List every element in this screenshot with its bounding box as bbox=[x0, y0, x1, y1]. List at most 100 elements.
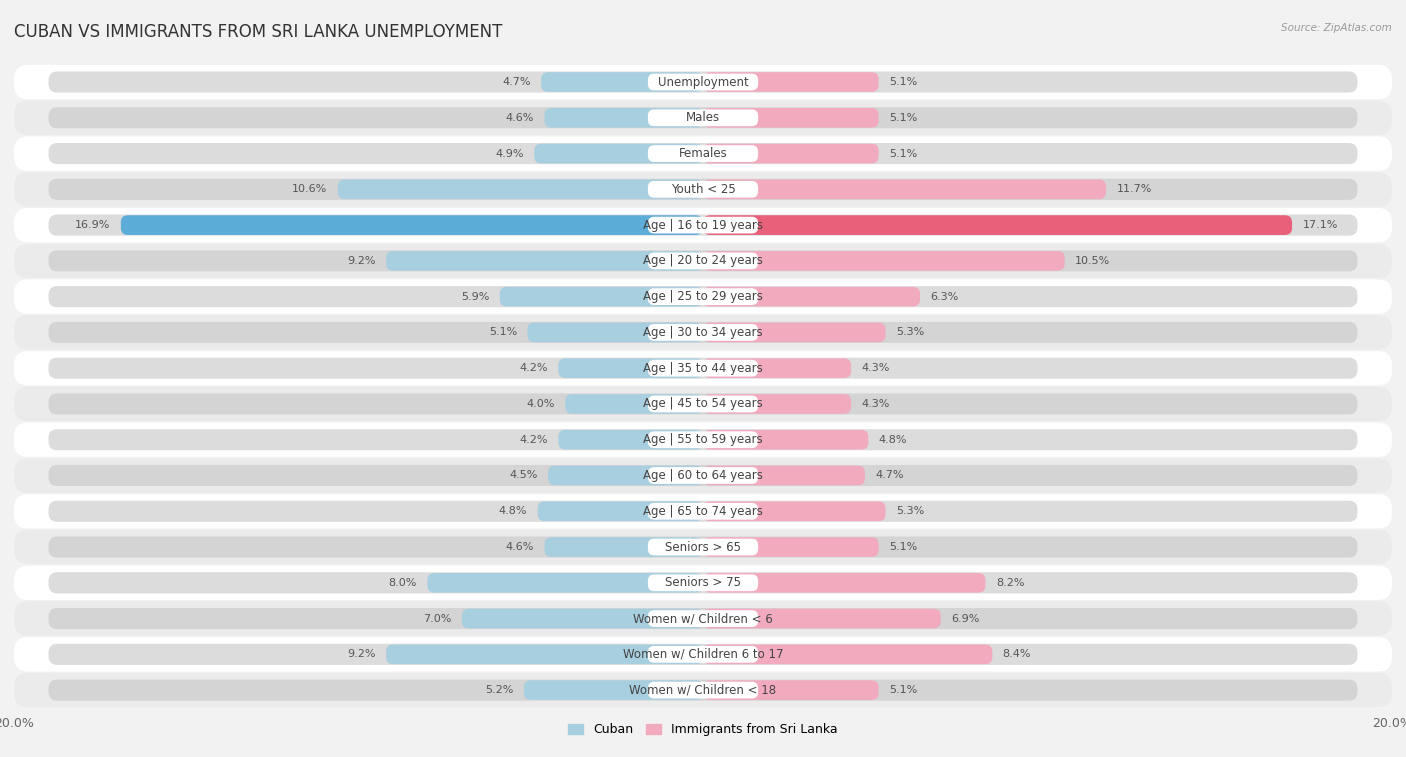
FancyBboxPatch shape bbox=[558, 358, 703, 378]
Text: 17.1%: 17.1% bbox=[1302, 220, 1337, 230]
FancyBboxPatch shape bbox=[387, 644, 703, 664]
FancyBboxPatch shape bbox=[565, 394, 703, 414]
Text: 6.3%: 6.3% bbox=[931, 291, 959, 301]
FancyBboxPatch shape bbox=[544, 537, 703, 557]
FancyBboxPatch shape bbox=[648, 575, 758, 591]
Text: 4.7%: 4.7% bbox=[875, 471, 904, 481]
Text: 9.2%: 9.2% bbox=[347, 256, 375, 266]
Text: Women w/ Children 6 to 17: Women w/ Children 6 to 17 bbox=[623, 648, 783, 661]
Text: 4.8%: 4.8% bbox=[499, 506, 527, 516]
FancyBboxPatch shape bbox=[648, 110, 758, 126]
FancyBboxPatch shape bbox=[648, 431, 758, 448]
FancyBboxPatch shape bbox=[14, 315, 1392, 350]
FancyBboxPatch shape bbox=[14, 65, 1392, 99]
FancyBboxPatch shape bbox=[499, 287, 703, 307]
FancyBboxPatch shape bbox=[648, 610, 758, 627]
FancyBboxPatch shape bbox=[48, 214, 1358, 235]
FancyBboxPatch shape bbox=[541, 72, 703, 92]
Text: 11.7%: 11.7% bbox=[1116, 185, 1152, 195]
FancyBboxPatch shape bbox=[48, 179, 1358, 200]
FancyBboxPatch shape bbox=[48, 357, 1358, 378]
Text: 16.9%: 16.9% bbox=[75, 220, 111, 230]
FancyBboxPatch shape bbox=[648, 324, 758, 341]
FancyBboxPatch shape bbox=[427, 573, 703, 593]
FancyBboxPatch shape bbox=[14, 673, 1392, 707]
FancyBboxPatch shape bbox=[48, 643, 1358, 665]
FancyBboxPatch shape bbox=[48, 608, 1358, 629]
Text: 4.0%: 4.0% bbox=[526, 399, 555, 409]
Text: Women w/ Children < 18: Women w/ Children < 18 bbox=[630, 684, 776, 696]
FancyBboxPatch shape bbox=[703, 466, 865, 485]
FancyBboxPatch shape bbox=[548, 466, 703, 485]
FancyBboxPatch shape bbox=[48, 429, 1358, 450]
Text: 4.8%: 4.8% bbox=[879, 435, 907, 444]
Legend: Cuban, Immigrants from Sri Lanka: Cuban, Immigrants from Sri Lanka bbox=[564, 718, 842, 741]
FancyBboxPatch shape bbox=[14, 637, 1392, 671]
Text: 5.1%: 5.1% bbox=[489, 328, 517, 338]
FancyBboxPatch shape bbox=[527, 322, 703, 342]
FancyBboxPatch shape bbox=[703, 537, 879, 557]
FancyBboxPatch shape bbox=[703, 72, 879, 92]
Text: 4.9%: 4.9% bbox=[495, 148, 524, 158]
FancyBboxPatch shape bbox=[648, 396, 758, 413]
Text: 8.4%: 8.4% bbox=[1002, 650, 1031, 659]
Text: Seniors > 65: Seniors > 65 bbox=[665, 540, 741, 553]
FancyBboxPatch shape bbox=[648, 682, 758, 699]
FancyBboxPatch shape bbox=[703, 144, 879, 164]
Text: 5.1%: 5.1% bbox=[889, 542, 917, 552]
Text: Age | 65 to 74 years: Age | 65 to 74 years bbox=[643, 505, 763, 518]
Text: 5.1%: 5.1% bbox=[889, 113, 917, 123]
FancyBboxPatch shape bbox=[14, 136, 1392, 171]
FancyBboxPatch shape bbox=[703, 501, 886, 521]
FancyBboxPatch shape bbox=[14, 351, 1392, 385]
FancyBboxPatch shape bbox=[703, 215, 1292, 235]
FancyBboxPatch shape bbox=[558, 430, 703, 450]
Text: Females: Females bbox=[679, 147, 727, 160]
FancyBboxPatch shape bbox=[14, 494, 1392, 528]
Text: 6.9%: 6.9% bbox=[950, 614, 980, 624]
Text: 10.6%: 10.6% bbox=[292, 185, 328, 195]
Text: 9.2%: 9.2% bbox=[347, 650, 375, 659]
FancyBboxPatch shape bbox=[648, 539, 758, 556]
FancyBboxPatch shape bbox=[703, 394, 851, 414]
FancyBboxPatch shape bbox=[703, 358, 851, 378]
Text: Age | 25 to 29 years: Age | 25 to 29 years bbox=[643, 290, 763, 303]
FancyBboxPatch shape bbox=[648, 253, 758, 269]
Text: Age | 16 to 19 years: Age | 16 to 19 years bbox=[643, 219, 763, 232]
FancyBboxPatch shape bbox=[703, 179, 1107, 199]
Text: 4.6%: 4.6% bbox=[506, 113, 534, 123]
FancyBboxPatch shape bbox=[14, 530, 1392, 564]
Text: 7.0%: 7.0% bbox=[423, 614, 451, 624]
FancyBboxPatch shape bbox=[48, 322, 1358, 343]
Text: 5.1%: 5.1% bbox=[889, 148, 917, 158]
FancyBboxPatch shape bbox=[703, 108, 879, 128]
Text: 4.5%: 4.5% bbox=[509, 471, 537, 481]
Text: 8.2%: 8.2% bbox=[995, 578, 1025, 587]
Text: CUBAN VS IMMIGRANTS FROM SRI LANKA UNEMPLOYMENT: CUBAN VS IMMIGRANTS FROM SRI LANKA UNEMP… bbox=[14, 23, 502, 41]
Text: 4.3%: 4.3% bbox=[862, 399, 890, 409]
Text: 8.0%: 8.0% bbox=[388, 578, 418, 587]
FancyBboxPatch shape bbox=[14, 601, 1392, 636]
FancyBboxPatch shape bbox=[648, 503, 758, 519]
FancyBboxPatch shape bbox=[703, 609, 941, 628]
Text: Age | 55 to 59 years: Age | 55 to 59 years bbox=[643, 433, 763, 446]
FancyBboxPatch shape bbox=[48, 394, 1358, 415]
FancyBboxPatch shape bbox=[524, 681, 703, 700]
Text: 5.3%: 5.3% bbox=[896, 506, 924, 516]
FancyBboxPatch shape bbox=[648, 360, 758, 376]
FancyBboxPatch shape bbox=[48, 143, 1358, 164]
FancyBboxPatch shape bbox=[121, 215, 703, 235]
Text: 10.5%: 10.5% bbox=[1076, 256, 1111, 266]
Text: Women w/ Children < 6: Women w/ Children < 6 bbox=[633, 612, 773, 625]
FancyBboxPatch shape bbox=[648, 646, 758, 662]
FancyBboxPatch shape bbox=[14, 279, 1392, 314]
Text: 5.9%: 5.9% bbox=[461, 291, 489, 301]
FancyBboxPatch shape bbox=[703, 430, 869, 450]
Text: Unemployment: Unemployment bbox=[658, 76, 748, 89]
Text: Source: ZipAtlas.com: Source: ZipAtlas.com bbox=[1281, 23, 1392, 33]
Text: 4.7%: 4.7% bbox=[502, 77, 531, 87]
Text: 4.2%: 4.2% bbox=[519, 435, 548, 444]
Text: Males: Males bbox=[686, 111, 720, 124]
Text: 5.2%: 5.2% bbox=[485, 685, 513, 695]
FancyBboxPatch shape bbox=[703, 287, 920, 307]
